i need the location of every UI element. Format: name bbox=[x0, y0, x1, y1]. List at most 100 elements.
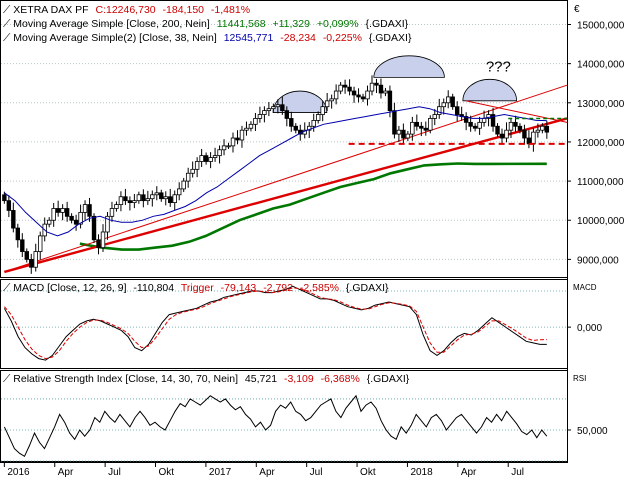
legend-macd-tail: {.GDAXI} bbox=[346, 282, 389, 294]
legend-rsi-tail: {.GDAXI} bbox=[367, 373, 410, 385]
legend-ma38-arrow: ⟋ bbox=[3, 32, 11, 44]
candle-body bbox=[203, 155, 209, 162]
candle-body bbox=[87, 204, 92, 217]
candle-body bbox=[450, 96, 455, 108]
candle-body bbox=[132, 200, 137, 204]
legend-trigger-label: Trigger bbox=[181, 282, 214, 294]
rsi-tick-label: 50,000 bbox=[577, 426, 608, 437]
question-marks: ??? bbox=[486, 58, 511, 75]
candle-body bbox=[387, 90, 393, 112]
candle-body bbox=[432, 114, 437, 119]
legend-macd-arrow: ⟋ bbox=[3, 282, 11, 294]
candle-body bbox=[369, 82, 375, 92]
legend-rsi: ⟋ Relative Strength Index [Close, 14, 30… bbox=[3, 373, 410, 385]
legend-macd-label: MACD [Close, 12, 26, 9] bbox=[13, 282, 126, 294]
legend-ma38-pct: -0,225% bbox=[323, 32, 362, 44]
x-tick-label: Apr bbox=[259, 467, 275, 478]
candle-body bbox=[401, 129, 406, 139]
candle-body bbox=[428, 118, 433, 131]
candle-body bbox=[365, 90, 370, 100]
candle-body bbox=[419, 125, 424, 129]
candle-body bbox=[499, 133, 505, 139]
legend-ma200-pct: +0,099% bbox=[317, 18, 359, 30]
x-tick-label: Jul bbox=[310, 467, 323, 478]
legend-trigger-pct: -2,585% bbox=[300, 282, 339, 294]
candle-body bbox=[212, 155, 218, 158]
candle-body bbox=[64, 208, 70, 217]
price-tick-label: 9000,000 bbox=[577, 255, 619, 266]
pattern-domes bbox=[272, 55, 518, 113]
pattern-dome bbox=[373, 55, 445, 78]
legend-ma200-label: Moving Average Simple [Close, 200, Nein] bbox=[13, 18, 210, 30]
legend-ma200-tail: {.GDAXI} bbox=[366, 18, 409, 30]
price-tick-label: 15000,000 bbox=[577, 20, 625, 31]
price-tick-label: 12000,000 bbox=[577, 138, 625, 149]
candle-body bbox=[347, 86, 352, 92]
candle-body bbox=[24, 251, 29, 260]
candle-body bbox=[235, 137, 240, 141]
legend-trigger-change: -2,792 bbox=[263, 282, 293, 294]
price-tick-label: 10000,000 bbox=[577, 216, 625, 227]
candle-body bbox=[271, 106, 276, 110]
candle-body bbox=[472, 125, 478, 129]
candle-body bbox=[463, 116, 469, 123]
candle-body bbox=[522, 129, 527, 139]
legend-price-change: -184,150 bbox=[163, 4, 205, 16]
rsi-panel: 50,000 bbox=[1, 394, 608, 462]
candle-body bbox=[91, 215, 97, 241]
macd-tick-label: 0,000 bbox=[577, 323, 602, 334]
legend-ma200-line: ⟋ Moving Average Simple [Close, 200, Nei… bbox=[3, 18, 409, 30]
legend-price-arrow: ⟋ bbox=[3, 4, 11, 16]
candle-body bbox=[262, 110, 267, 115]
rsi-line bbox=[3, 394, 548, 458]
legend-price-label: XETRA DAX PF bbox=[13, 4, 88, 16]
candle-body bbox=[159, 192, 164, 200]
candle-body bbox=[73, 219, 79, 225]
x-tick-label: Jul bbox=[108, 467, 121, 478]
candle-body bbox=[405, 133, 411, 139]
candle-body bbox=[51, 208, 56, 221]
candle-body bbox=[437, 106, 442, 115]
candle-body bbox=[360, 96, 366, 100]
candle-body bbox=[163, 196, 168, 200]
candle-body bbox=[253, 118, 258, 125]
time-axis: 2016 Apr Jul Okt 2017 Apr Jul Okt 2018 Apr Jul bbox=[0, 462, 568, 478]
candle-body bbox=[78, 212, 83, 225]
candle-body bbox=[517, 125, 523, 131]
candle-body bbox=[33, 251, 38, 268]
candle-body bbox=[6, 200, 12, 211]
candle-body bbox=[208, 157, 213, 162]
candle-body bbox=[468, 121, 473, 127]
candle-body bbox=[396, 129, 402, 135]
candle-body bbox=[244, 127, 249, 131]
candle-body bbox=[486, 114, 491, 119]
legend-macd: ⟋ MACD [Close, 12, 26, 9] -110,804 Trigg… bbox=[3, 282, 389, 294]
candle-body bbox=[154, 192, 159, 196]
candle-body bbox=[257, 114, 263, 119]
legend-price: ⟋ XETRA DAX PF C:12246,730 -184,150 -1,4… bbox=[3, 4, 412, 44]
candle-body bbox=[508, 121, 514, 131]
candle-body bbox=[248, 123, 254, 129]
candle-body bbox=[540, 125, 545, 131]
candle-body bbox=[185, 172, 191, 182]
candle-body bbox=[46, 219, 52, 225]
legend-ma38-line: ⟋ Moving Average Simple(2) [Close, 38, N… bbox=[3, 32, 412, 44]
legend-price-line: ⟋ XETRA DAX PF C:12246,730 -184,150 -1,4… bbox=[3, 4, 250, 16]
x-tick-label: 2017 bbox=[209, 467, 232, 478]
candle-body bbox=[29, 258, 34, 268]
legend-ma200-value: 11441,568 bbox=[217, 18, 266, 30]
legend-ma38-value: 12545,771 bbox=[224, 32, 274, 44]
legend-ma200-arrow: ⟋ bbox=[3, 18, 11, 30]
ma200-series bbox=[79, 162, 547, 251]
candle-body bbox=[55, 208, 61, 213]
candle-body bbox=[392, 110, 397, 135]
candle-body bbox=[477, 121, 482, 129]
legend-macd-value: -110,804 bbox=[133, 282, 174, 294]
legend-ma200-change: +11,329 bbox=[272, 18, 310, 30]
candle-body bbox=[69, 215, 74, 221]
legend-rsi-label: Relative Strength Index [Close, 14, 30, … bbox=[13, 373, 238, 385]
candle-body bbox=[293, 125, 298, 131]
candle-body bbox=[136, 194, 142, 202]
candle-body bbox=[38, 235, 43, 252]
candle-body bbox=[544, 125, 550, 133]
